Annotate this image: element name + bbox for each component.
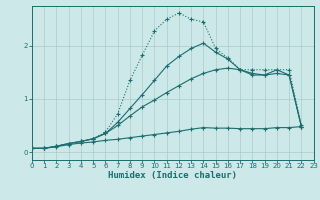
X-axis label: Humidex (Indice chaleur): Humidex (Indice chaleur)	[108, 171, 237, 180]
